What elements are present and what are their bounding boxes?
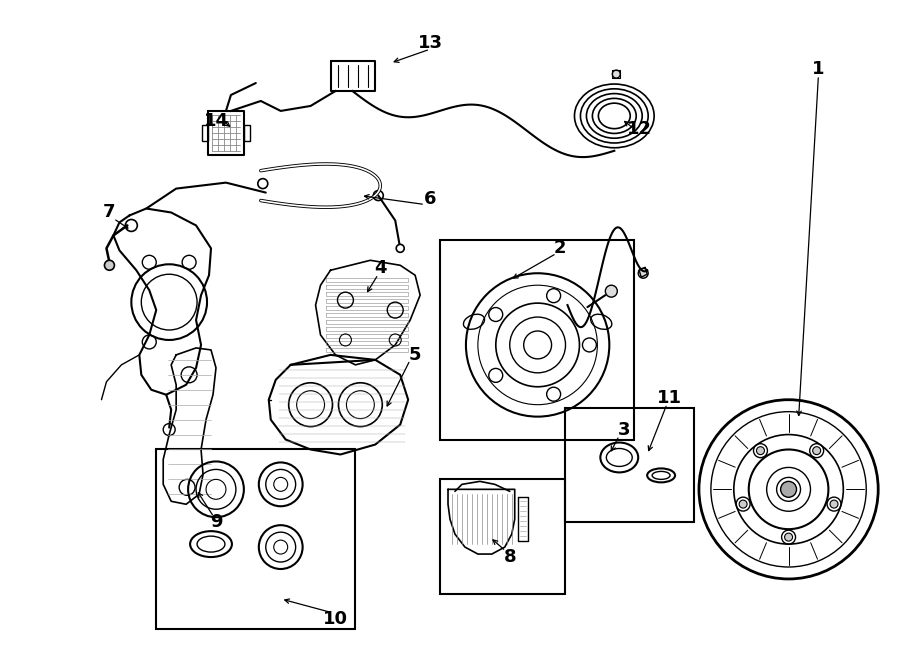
Polygon shape xyxy=(330,61,375,91)
Polygon shape xyxy=(269,355,409,455)
Bar xyxy=(564,408,694,522)
Circle shape xyxy=(396,245,404,253)
Circle shape xyxy=(780,481,796,497)
Polygon shape xyxy=(316,260,420,365)
Polygon shape xyxy=(208,111,244,155)
Polygon shape xyxy=(113,208,211,395)
Text: 13: 13 xyxy=(418,34,443,52)
Circle shape xyxy=(813,447,821,455)
Text: 9: 9 xyxy=(210,513,222,531)
Text: 4: 4 xyxy=(374,259,386,277)
Polygon shape xyxy=(448,489,515,554)
Polygon shape xyxy=(518,497,527,541)
Text: 11: 11 xyxy=(657,389,681,407)
Circle shape xyxy=(830,500,838,508)
Text: 10: 10 xyxy=(323,610,348,628)
Text: 12: 12 xyxy=(626,120,652,138)
Text: 2: 2 xyxy=(554,239,566,257)
Text: 14: 14 xyxy=(203,112,229,130)
Circle shape xyxy=(757,447,764,455)
Text: 1: 1 xyxy=(812,60,824,78)
Bar xyxy=(244,125,250,141)
Text: 6: 6 xyxy=(424,190,436,208)
Bar xyxy=(440,479,564,594)
Circle shape xyxy=(638,268,648,278)
Circle shape xyxy=(257,178,268,188)
Text: 5: 5 xyxy=(409,346,421,364)
Text: 7: 7 xyxy=(104,204,116,221)
Circle shape xyxy=(785,533,793,541)
Circle shape xyxy=(104,260,114,270)
Text: 8: 8 xyxy=(503,548,516,566)
Bar xyxy=(157,449,356,629)
Text: 3: 3 xyxy=(618,420,631,439)
Circle shape xyxy=(612,70,620,78)
Circle shape xyxy=(374,190,383,200)
Bar xyxy=(202,125,208,141)
Circle shape xyxy=(739,500,747,508)
Polygon shape xyxy=(639,267,647,277)
Polygon shape xyxy=(163,348,216,504)
Bar xyxy=(440,241,634,440)
Circle shape xyxy=(606,285,617,297)
